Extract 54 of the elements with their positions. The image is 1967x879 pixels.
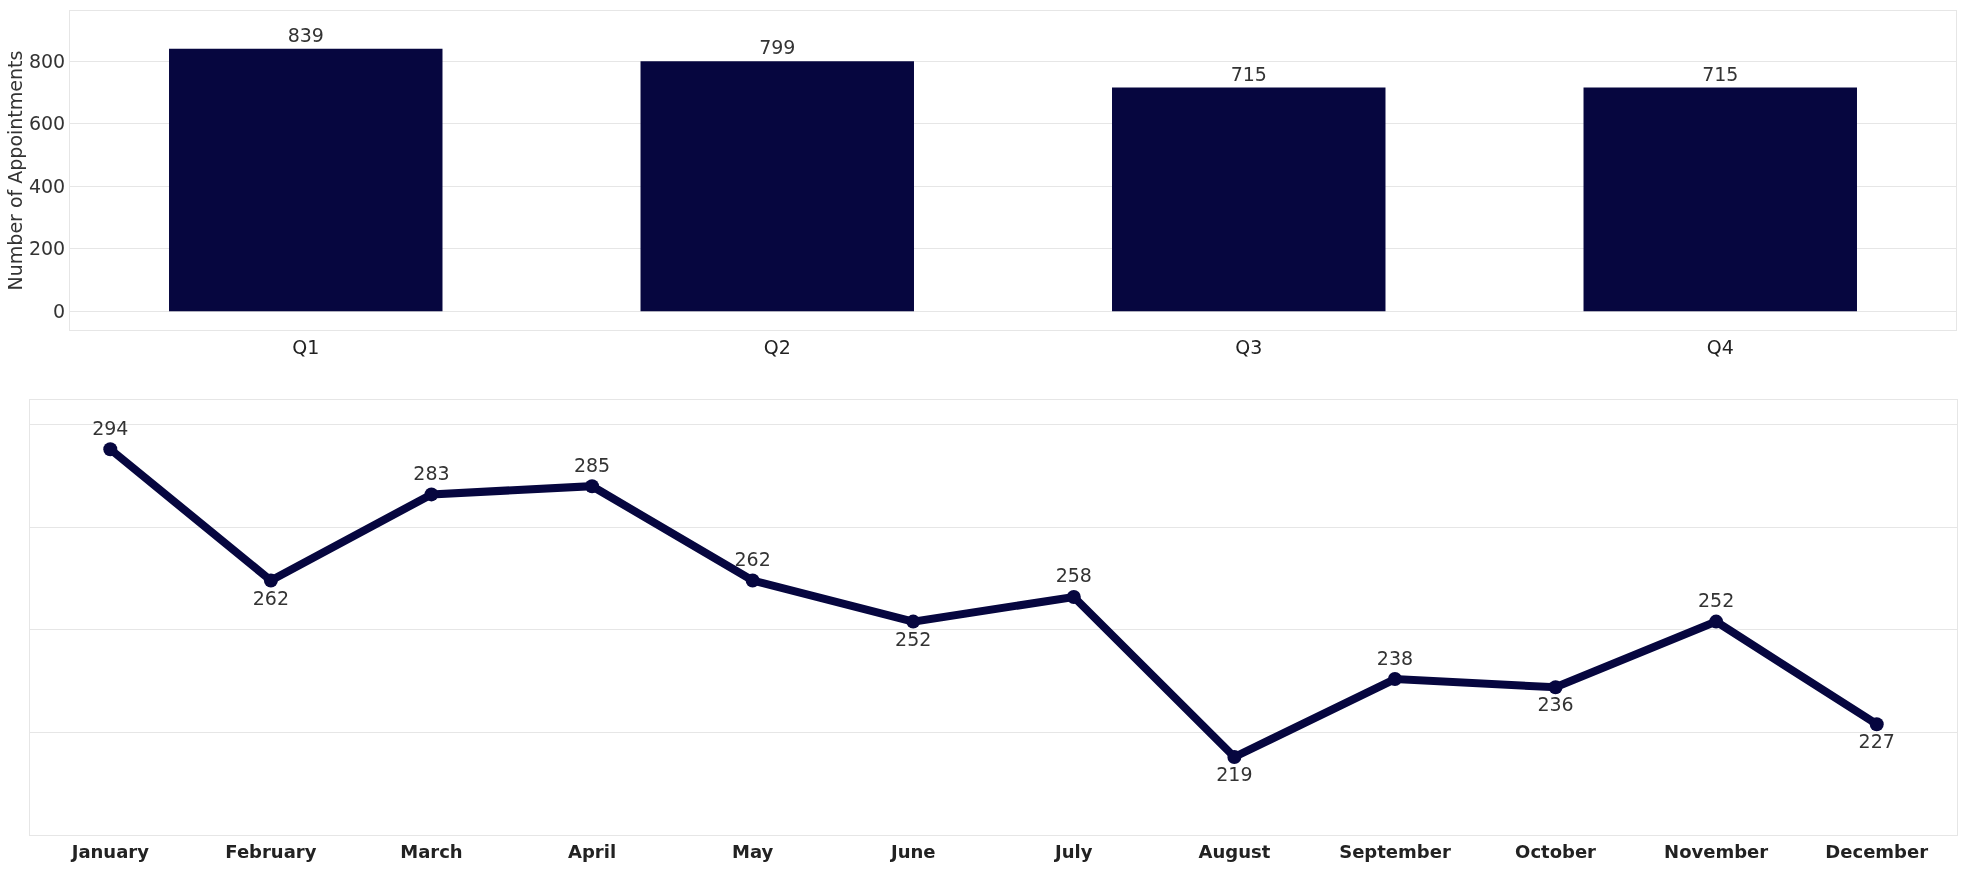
data-label: 294 — [92, 416, 129, 439]
bar — [640, 61, 914, 312]
bar — [1583, 87, 1857, 312]
x-tick-label: Q4 — [1706, 335, 1734, 358]
data-label: 262 — [252, 586, 290, 609]
x-tick-label: August — [1198, 840, 1271, 862]
data-label: 252 — [895, 627, 932, 650]
point — [1869, 717, 1884, 732]
x-tick-label: Q1 — [292, 335, 320, 358]
data-label: 285 — [573, 453, 611, 476]
x-tick-label: December — [1825, 840, 1929, 862]
point — [424, 487, 439, 502]
x-tick-label: May — [732, 840, 774, 862]
data-label: 258 — [1055, 564, 1092, 587]
data-label: 715 — [1702, 62, 1739, 85]
x-tick-label: July — [1053, 840, 1093, 862]
x-tick-label: November — [1664, 840, 1769, 862]
point — [1227, 750, 1242, 765]
data-label: 283 — [413, 461, 450, 484]
y-tick-label: 600 — [28, 112, 66, 135]
point — [906, 614, 921, 629]
point — [1387, 672, 1402, 687]
y-tick-label: 800 — [28, 49, 66, 72]
x-tick-label: September — [1339, 840, 1451, 862]
x-tick-label: February — [225, 840, 317, 862]
x-tick-label: January — [69, 840, 150, 862]
x-tick-label: Q3 — [1235, 335, 1263, 358]
y-tick-label: 400 — [28, 174, 66, 197]
x-tick-label: June — [888, 840, 936, 862]
point — [745, 573, 760, 588]
data-label: 227 — [1858, 730, 1895, 753]
data-label: 262 — [734, 548, 771, 571]
point — [1709, 614, 1724, 629]
point — [1548, 680, 1563, 695]
y-tick-label: 0 — [53, 299, 66, 322]
data-label: 238 — [1376, 646, 1414, 669]
x-tick-label: Q2 — [763, 335, 791, 358]
x-tick-label: October — [1515, 840, 1597, 862]
x-tick-label: March — [400, 840, 463, 862]
data-label: 799 — [759, 36, 796, 59]
x-tick-label: April — [568, 840, 617, 862]
bar — [169, 48, 443, 312]
data-label: 839 — [287, 23, 324, 46]
data-label: 252 — [1698, 589, 1735, 612]
point — [263, 573, 278, 588]
point — [1066, 589, 1081, 604]
bar — [1112, 87, 1386, 312]
data-label: 236 — [1537, 693, 1574, 716]
point — [585, 479, 600, 494]
data-label: 219 — [1216, 763, 1253, 786]
data-label: 715 — [1230, 62, 1267, 85]
y-tick-label: 200 — [28, 237, 66, 260]
y-axis-title: Number of Appointments — [4, 50, 26, 291]
point — [103, 442, 118, 457]
